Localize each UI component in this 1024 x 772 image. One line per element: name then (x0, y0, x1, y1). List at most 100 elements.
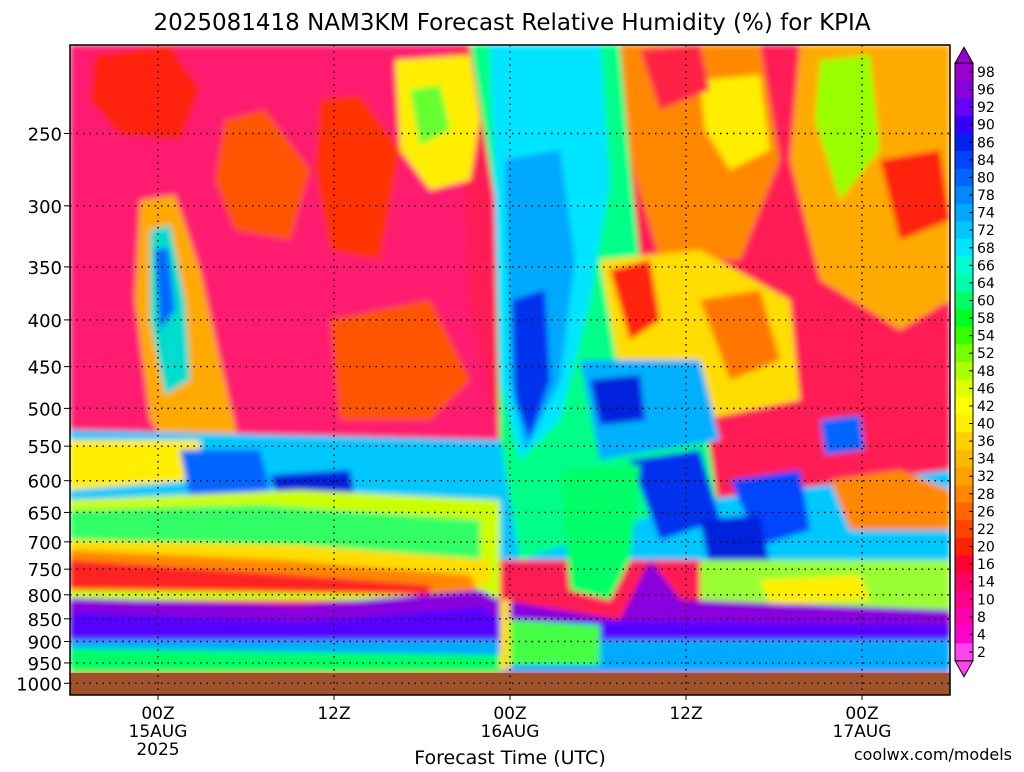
colorbar-swatch (955, 520, 973, 539)
colorbar-label: 98 (977, 65, 995, 81)
field-right-mid-b (610, 260, 660, 340)
colorbar-swatch (955, 256, 973, 275)
colorbar-frame (954, 62, 974, 662)
colorbar-label: 86 (977, 135, 995, 151)
colorbar-label: 10 (977, 592, 995, 608)
y-tick-label: 700 (28, 533, 62, 554)
colorbar-label: 34 (977, 452, 995, 468)
field-lowlevel-green-left (70, 648, 500, 673)
field-midlevel-blue-d (730, 470, 810, 545)
field-midlevel-blue-e (700, 515, 770, 570)
colorbar-label: 92 (977, 100, 995, 116)
colorbar-label: 52 (977, 346, 995, 362)
colorbar-swatch (955, 449, 973, 468)
colorbar-label: 68 (977, 241, 995, 257)
colorbar-swatch (955, 467, 973, 486)
x-tick-sublabel: 16AUG (481, 722, 540, 742)
colorbar-swatch (955, 63, 973, 82)
y-tick-label: 450 (28, 358, 62, 379)
colorbar-label: 72 (977, 223, 995, 239)
field-right-mid-e (590, 375, 645, 425)
colorbar-swatch (955, 238, 973, 258)
colorbar-bottom-arrow (954, 660, 974, 678)
field-dry-patch-b (215, 110, 310, 240)
colorbar-label: 80 (977, 170, 995, 186)
colorbar-swatch (955, 625, 973, 644)
colorbar-label: 26 (977, 504, 995, 520)
field-right-patch-f (880, 150, 950, 240)
colorbar-swatch (955, 555, 973, 574)
field-lowlevel-front-a (500, 600, 510, 670)
x-tick-label: 12Z (669, 704, 702, 724)
credit-text: coolwx.com/models (854, 745, 1012, 764)
field-right-patch-c (640, 45, 710, 110)
colorbar-label: 22 (977, 522, 995, 538)
field-midlevel-blue-c (630, 450, 720, 540)
colorbar-label: 32 (977, 469, 995, 485)
x-tick-sublabel: 17AUG (833, 722, 892, 742)
y-tick-label: 1000 (16, 674, 62, 695)
chart-title: 2025081418 NAM3KM Forecast Relative Humi… (153, 10, 870, 36)
humidity-field (70, 45, 950, 695)
colorbar-label: 20 (977, 540, 995, 556)
colorbar-swatch (955, 379, 973, 398)
colorbar-label: 40 (977, 417, 995, 433)
field-moist-column-core (512, 290, 550, 440)
y-tick-label: 250 (28, 124, 62, 145)
x-axis-label: Forecast Time (UTC) (414, 747, 605, 768)
y-tick-label: 750 (28, 560, 62, 581)
colorbar-swatch (955, 432, 973, 451)
field-midlevel-orange (830, 470, 950, 530)
colorbar-swatch (955, 80, 973, 99)
colorbar-label: 36 (977, 434, 995, 450)
colorbar-swatch (955, 643, 973, 662)
x-tick-label: 00Z (493, 704, 526, 724)
colorbar-label: 48 (977, 364, 995, 380)
colorbar-swatch (955, 414, 973, 433)
field-dry-patch-c (315, 95, 400, 260)
colorbar-label: 8 (977, 610, 986, 626)
colorbar-swatch (955, 133, 973, 152)
colorbar-label: 42 (977, 399, 995, 415)
colorbar-label: 54 (977, 329, 995, 345)
field-lowlevel-front-b (510, 620, 600, 665)
colorbar-label: 64 (977, 276, 995, 292)
field-right-patch-e (815, 55, 880, 200)
colorbar-label: 66 (977, 258, 995, 274)
colorbar-swatch (955, 115, 973, 135)
y-tick-label: 550 (28, 437, 62, 458)
field-dry-patch-a (90, 45, 200, 140)
colorbar-label: 16 (977, 557, 995, 573)
colorbar-swatch (955, 274, 973, 293)
colorbar-swatch (955, 291, 973, 310)
colorbar-label: 84 (977, 153, 995, 169)
x-tick-label: 12Z (317, 704, 350, 724)
y-axis: 2503003504004505005506006507007508008509… (16, 124, 70, 695)
colorbar-label: 60 (977, 293, 995, 309)
colorbar-swatch (955, 221, 973, 240)
y-tick-label: 300 (28, 197, 62, 218)
ground-band (70, 673, 950, 695)
colorbar-swatch (955, 326, 973, 345)
colorbar-swatch (955, 537, 973, 556)
y-tick-label: 600 (28, 472, 62, 493)
field-lowmid-green-right (560, 465, 640, 600)
x-tick-label: 00Z (845, 704, 878, 724)
colorbar-label: 90 (977, 118, 995, 134)
colorbar-swatch (955, 151, 973, 170)
colorbar-label: 2 (977, 645, 986, 661)
colorbar-swatch (955, 98, 973, 117)
colorbar-label: 14 (977, 575, 995, 591)
field-moist-streak-c (155, 248, 175, 330)
colorbar-swatch (955, 608, 973, 627)
field-right-mid-c (700, 290, 780, 380)
x-tick-sublabel: 15AUG (129, 722, 188, 742)
colorbar-swatch (955, 397, 973, 416)
colorbar-label: 78 (977, 188, 995, 204)
colorbar-swatch (955, 572, 973, 591)
y-tick-label: 400 (28, 311, 62, 332)
field-midlevel-left-yellow (70, 440, 200, 490)
